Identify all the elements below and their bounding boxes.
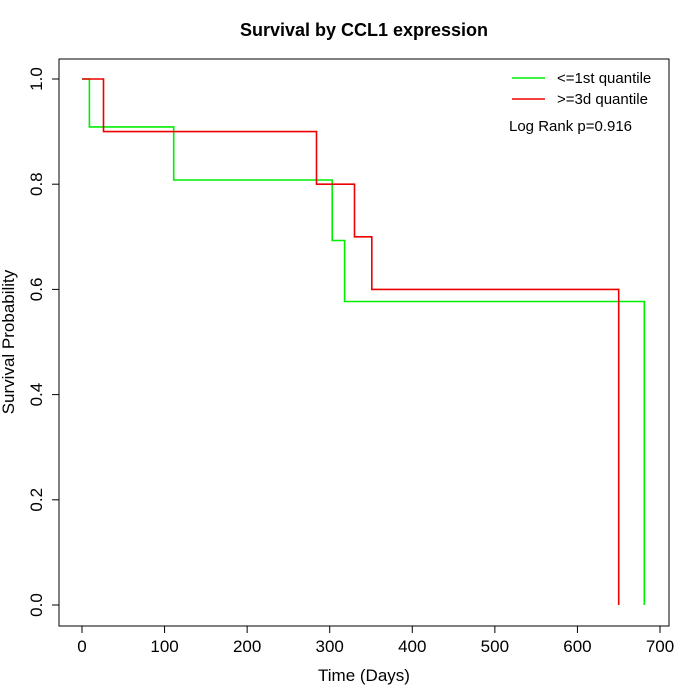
x-axis-label: Time (Days) <box>318 666 410 685</box>
x-tick-label: 200 <box>233 637 261 656</box>
y-tick-label: 0.0 <box>27 593 46 617</box>
logrank-annotation: Log Rank p=0.916 <box>509 118 632 135</box>
legend: <=1st quantile >=3d quantile <box>512 70 651 108</box>
x-tick-label: 0 <box>77 637 86 656</box>
x-tick-label: 100 <box>150 637 178 656</box>
plot-frame <box>58 58 670 627</box>
y-axis: 0.0 0.2 0.4 0.6 0.8 1.0 <box>27 67 60 617</box>
legend-label-1: <=1st quantile <box>557 70 651 87</box>
y-tick-label: 0.4 <box>27 383 46 407</box>
x-tick-label: 500 <box>481 637 509 656</box>
series-line-1 <box>82 78 646 605</box>
y-tick-label: 0.2 <box>27 488 46 512</box>
series-layer <box>82 78 646 605</box>
x-axis: 0 100 200 300 400 500 600 700 <box>77 625 674 656</box>
x-tick-label: 600 <box>563 637 591 656</box>
chart-title: Survival by CCL1 expression <box>240 20 488 40</box>
y-axis-label: Survival Probability <box>0 269 18 414</box>
y-tick-label: 1.0 <box>27 67 46 91</box>
x-tick-label: 300 <box>316 637 344 656</box>
y-tick-label: 0.8 <box>27 172 46 196</box>
y-tick-label: 0.6 <box>27 278 46 302</box>
x-tick-label: 700 <box>646 637 674 656</box>
legend-label-2: >=3d quantile <box>557 91 648 108</box>
series-line-2 <box>82 78 620 605</box>
x-tick-label: 400 <box>398 637 426 656</box>
